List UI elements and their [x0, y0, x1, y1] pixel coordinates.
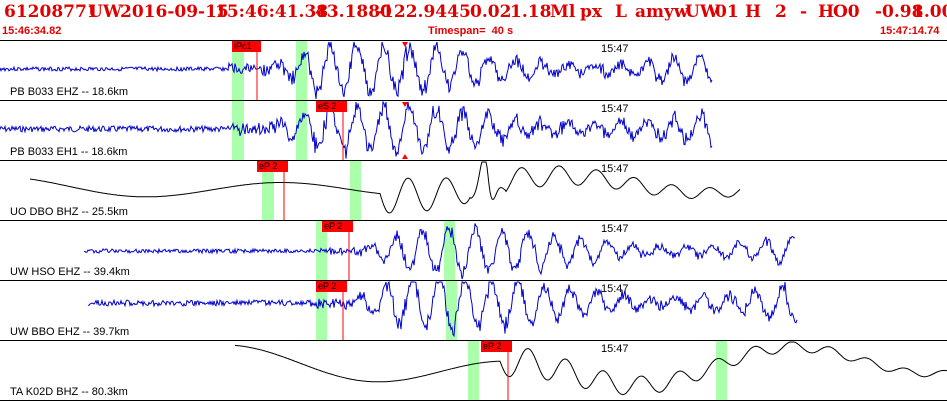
review-flag: H [818, 2, 835, 22]
dash: - [800, 2, 808, 22]
phase-pick-tag[interactable]: eS 2 [316, 101, 347, 112]
latitude: 43.1880 [315, 2, 392, 22]
magnitude-type: Ml [550, 2, 576, 22]
minute-time-label: 15:47 [601, 283, 629, 295]
waveform-trace [83, 223, 796, 280]
minute-time-label: 15:47 [601, 343, 629, 355]
residual: -0.98 [875, 2, 924, 22]
panel-divider [0, 280, 947, 281]
analysis-window-band [444, 221, 455, 281]
analysis-window-band [262, 161, 274, 221]
event-subtype: L [615, 2, 627, 22]
version: 01 [715, 2, 739, 22]
analysis-window-band [296, 41, 307, 101]
station-channel-label: UW BBO EHZ -- 39.7km [10, 326, 130, 338]
depth: 0.02 [470, 2, 512, 22]
phase-pick-tag[interactable]: eP 2 [257, 161, 288, 172]
trace-panel[interactable]: eP 2 15:47 UW BBO EHZ -- 39.7km [0, 281, 947, 341]
panel-divider [0, 100, 947, 101]
waveform-trace [0, 41, 713, 100]
source-network: UW [685, 2, 719, 22]
phase-pick-tag[interactable]: eP 2 [316, 281, 347, 292]
status-flag: O0 [833, 2, 860, 22]
station-channel-label: UW HSO EHZ -- 39.4km [10, 266, 130, 278]
event-type: px [580, 2, 603, 22]
origin-time: 15:46:41.38 [215, 2, 329, 22]
minute-time-label: 15:47 [601, 103, 629, 115]
panel-divider [0, 220, 947, 221]
analysis-window-band [316, 281, 327, 341]
count: 2 [775, 2, 787, 22]
panel-divider [0, 340, 947, 341]
trace-panel[interactable]: eP 2 15:47 TA K02D BHZ -- 80.3km [0, 341, 947, 401]
analysis-window-band [350, 161, 361, 221]
timespan: Timespan= 40 s [428, 25, 514, 37]
waveform-canvas [87, 281, 798, 341]
trace-panel[interactable]: eS 2 15:47 PB B033 EH1 -- 18.6km [0, 101, 947, 161]
station-channel-label: TA K02D BHZ -- 80.3km [10, 386, 128, 398]
start-time: 15:46:34.82 [2, 25, 62, 37]
origin-date: 2016-09-15 [120, 2, 229, 22]
waveform-canvas [0, 41, 713, 101]
waveform-trace [87, 281, 798, 338]
network-code: UW [88, 2, 122, 22]
amplitude-marker-top [402, 42, 408, 47]
phase-pick-tag[interactable]: eP 2 [322, 221, 353, 232]
amplitude-marker-bottom [402, 154, 408, 159]
analysis-window-band [316, 221, 327, 281]
amplitude-marker-top [402, 102, 408, 107]
author: amyw [635, 2, 689, 22]
minute-time-label: 15:47 [601, 163, 629, 175]
panel-divider [0, 160, 947, 161]
minute-time-label: 15:47 [601, 223, 629, 235]
event-id: 61208771 [4, 2, 99, 22]
waveform-canvas [83, 221, 796, 281]
waveform-canvas [0, 101, 713, 161]
analysis-window-band [716, 341, 727, 401]
station-channel-label: PB B033 EH1 -- 18.6km [10, 146, 128, 158]
quality: H [745, 2, 762, 22]
phase-pick-tag[interactable]: eP 2 [481, 341, 512, 352]
trace-panel[interactable]: iPc1 15:47 PB B033 EHZ -- 18.6km [0, 41, 947, 101]
phase-pick-tag[interactable]: iPc1 [232, 41, 261, 52]
end-time: 15:47:14.74 [880, 25, 940, 37]
minute-time-label: 15:47 [601, 43, 629, 55]
analysis-window-band [296, 101, 307, 161]
station-channel-label: PB B033 EHZ -- 18.6km [10, 86, 128, 98]
station-channel-label: UO DBO BHZ -- 25.5km [10, 206, 128, 218]
weight: 1.00 [912, 2, 947, 22]
waveform-canvas [29, 161, 741, 221]
event-header: 61208771 UW 2016-09-15 15:46:41.38 43.18… [0, 0, 947, 40]
waveform-trace [29, 161, 741, 214]
magnitude: 1.18 [510, 2, 552, 22]
analysis-window-band [468, 341, 479, 401]
trace-panel[interactable]: eP 2 15:47 UW HSO EHZ -- 39.4km [0, 221, 947, 281]
analysis-window-band [446, 281, 457, 341]
header-divider [0, 40, 947, 41]
waveform-trace [0, 101, 713, 159]
trace-panel[interactable]: eP 2 15:47 UO DBO BHZ -- 25.5km [0, 161, 947, 221]
waveform-canvas [234, 341, 947, 401]
waveform-trace [234, 341, 947, 396]
longitude: -122.9445 [375, 2, 471, 22]
